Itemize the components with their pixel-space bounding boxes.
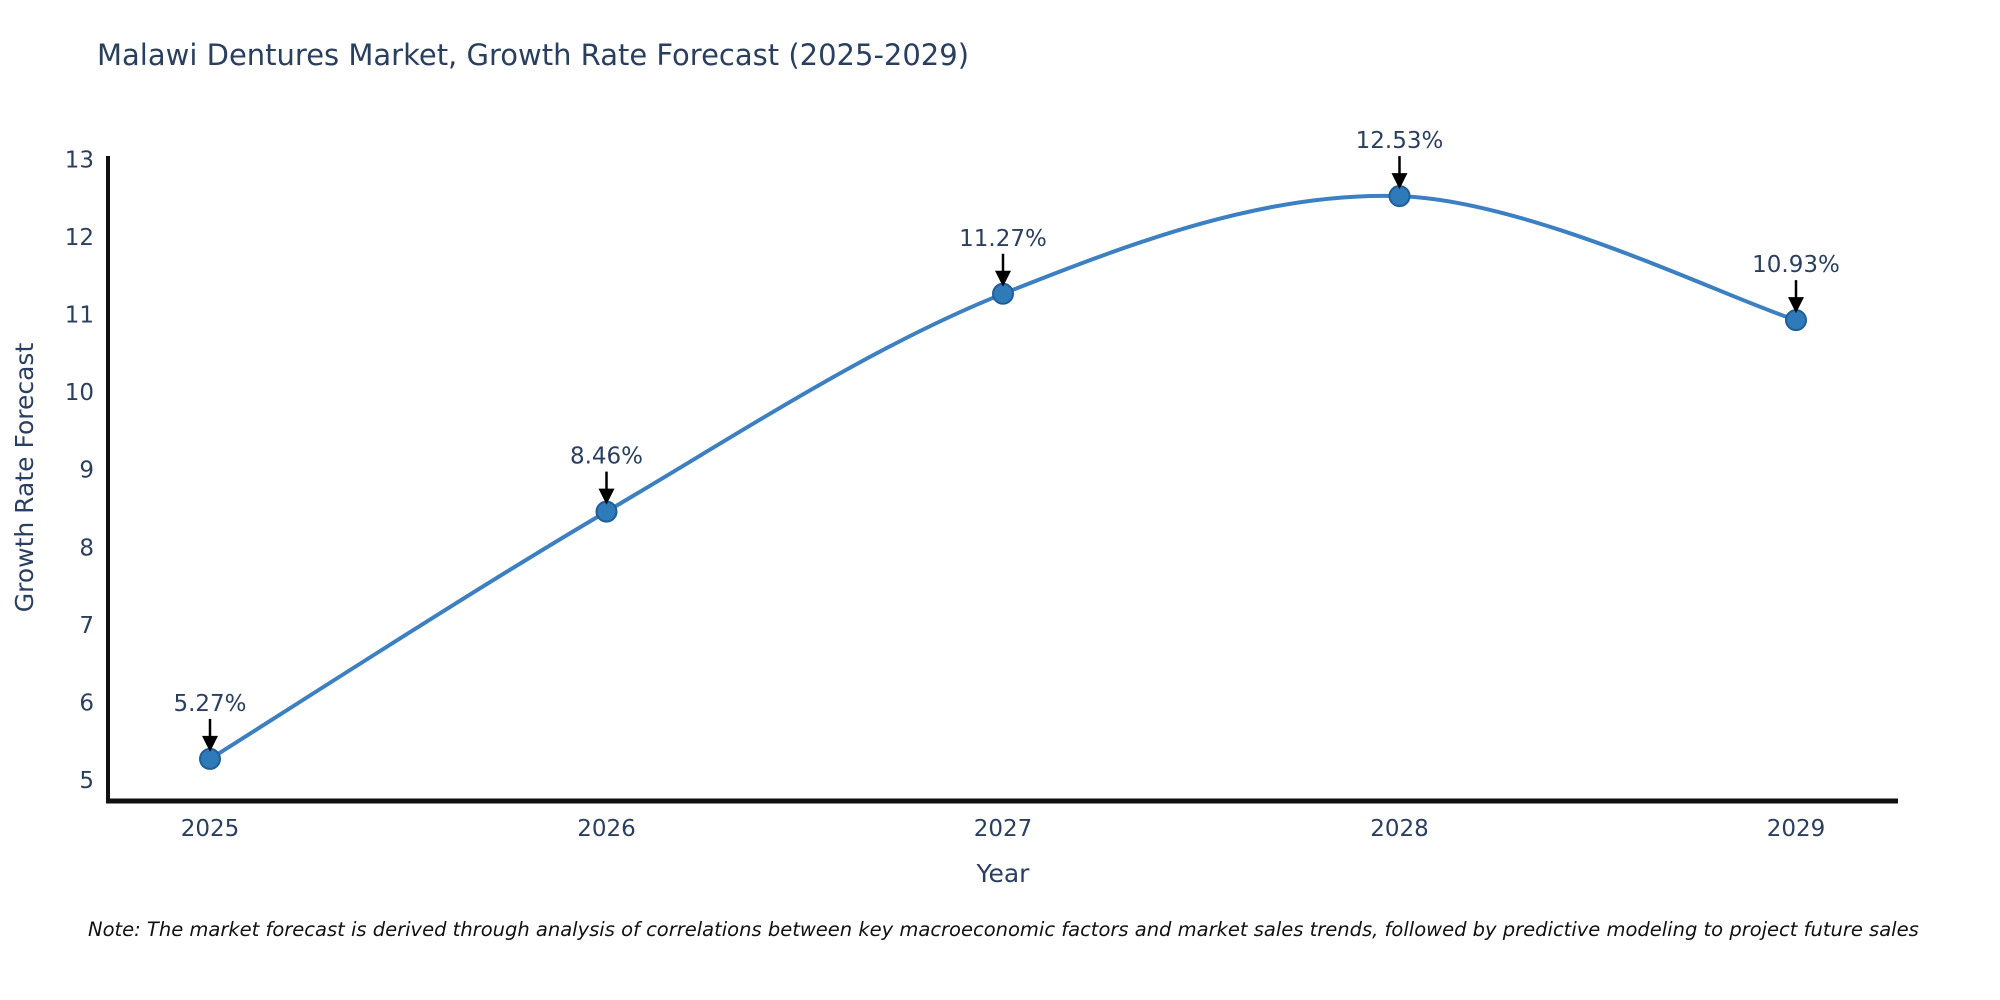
chart-title: Malawi Dentures Market, Growth Rate Fore… [97, 38, 970, 72]
y-axis-title: Growth Rate Forecast [10, 343, 39, 613]
x-tick-label: 2026 [577, 816, 636, 842]
y-tick-label: 7 [79, 613, 94, 639]
x-tick-label: 2025 [181, 816, 240, 842]
data-point-label: 10.93% [1752, 252, 1840, 278]
y-tick-label: 6 [79, 690, 94, 716]
x-tick-label: 2029 [1767, 816, 1826, 842]
annotation-arrow-head [1391, 173, 1408, 190]
x-tick-label: 2027 [974, 816, 1033, 842]
data-point-label: 5.27% [173, 691, 246, 717]
annotation-arrow-head [1788, 297, 1804, 314]
annotation-arrow-head [995, 270, 1011, 287]
y-tick-label: 10 [65, 380, 94, 406]
annotation-arrow-head [202, 735, 218, 752]
y-tick-label: 5 [79, 768, 94, 794]
y-tick-label: 9 [79, 458, 94, 484]
y-tick-label: 13 [65, 148, 94, 174]
x-axis-title: Year [976, 859, 1031, 888]
y-tick-label: 8 [79, 535, 94, 561]
footnote: Note: The market forecast is derived thr… [88, 918, 1919, 941]
data-point-label: 12.53% [1356, 128, 1444, 154]
x-tick-label: 2028 [1370, 816, 1429, 842]
y-tick-label: 11 [65, 303, 94, 329]
data-point-label: 11.27% [959, 226, 1047, 252]
data-point-label: 8.46% [570, 444, 643, 470]
y-tick-label: 12 [65, 225, 94, 251]
annotation-arrow-head [598, 488, 615, 505]
